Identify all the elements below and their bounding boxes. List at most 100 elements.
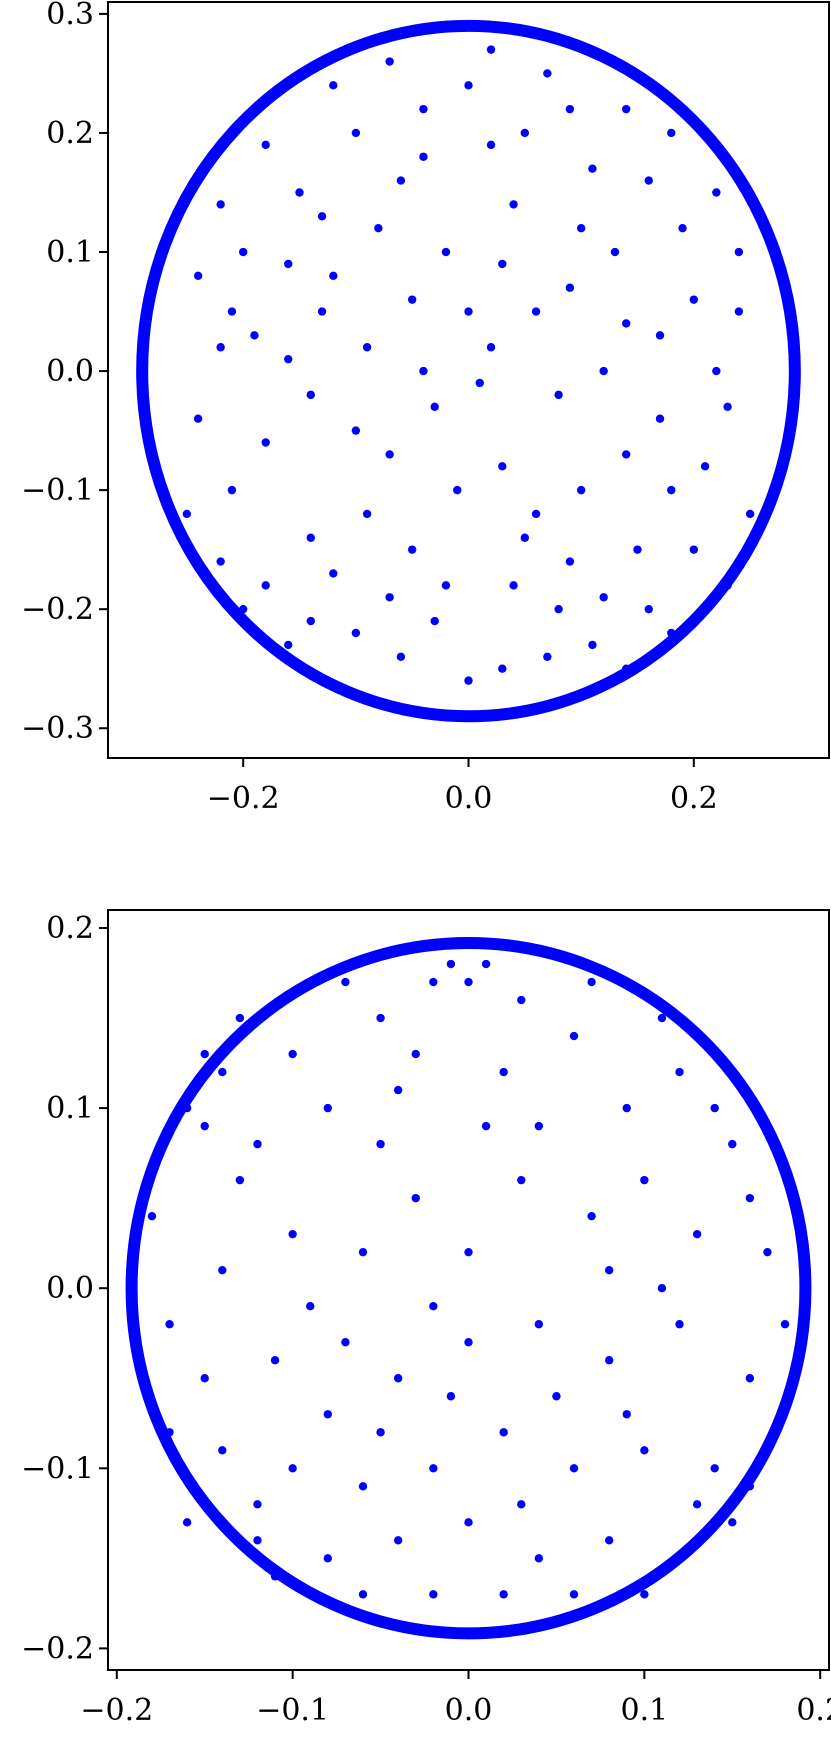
- data-point: [200, 1049, 209, 1059]
- data-point: [604, 1356, 614, 1365]
- data-point: [238, 604, 248, 614]
- data-point: [284, 259, 293, 269]
- data-point: [622, 1103, 631, 1113]
- data-point: [446, 1392, 456, 1401]
- data-point: [710, 1103, 719, 1113]
- data-point: [165, 1428, 174, 1437]
- data-point: [323, 1554, 333, 1563]
- data-point: [411, 1193, 420, 1203]
- data-point: [565, 557, 575, 566]
- data-point: [441, 247, 451, 257]
- data-point: [216, 200, 225, 209]
- y-tick-label: 0.3: [46, 0, 94, 32]
- data-point: [554, 604, 563, 614]
- data-point: [182, 1103, 192, 1113]
- data-point: [689, 295, 699, 304]
- data-point: [288, 1229, 297, 1239]
- data-point: [385, 57, 394, 66]
- data-point: [464, 1338, 473, 1347]
- data-point: [261, 581, 270, 590]
- data-point: [253, 1500, 262, 1509]
- data-point: [745, 1193, 755, 1203]
- y-tick-label: −0.1: [21, 473, 94, 508]
- data-point: [587, 977, 596, 987]
- data-point: [295, 188, 304, 197]
- scatter-panel-top: −0.2 0.0 0.2 −0.3 −0.2 −0.1 0.0 0.1 0.2 0.3: [21, 0, 830, 816]
- data-point: [565, 283, 575, 292]
- data-point: [689, 545, 699, 554]
- data-point: [517, 1175, 526, 1185]
- data-point: [464, 977, 473, 987]
- data-point: [531, 307, 541, 316]
- y-tick-label: 0.1: [46, 235, 94, 270]
- data-point: [543, 652, 552, 662]
- data-point: [745, 1374, 755, 1383]
- data-point: [227, 307, 237, 316]
- data-point: [675, 1554, 684, 1563]
- data-point: [218, 1446, 227, 1455]
- data-point: [692, 1500, 702, 1509]
- data-point: [723, 402, 732, 411]
- data-point: [193, 414, 203, 423]
- x-tick-label: −0.1: [256, 1693, 329, 1728]
- data-point: [499, 1590, 508, 1599]
- data-point: [261, 438, 270, 447]
- data-point: [288, 1049, 297, 1059]
- data-point: [329, 569, 338, 578]
- data-point: [667, 628, 676, 638]
- data-point: [182, 1518, 192, 1527]
- data-point: [385, 593, 394, 602]
- data-point: [341, 977, 350, 987]
- y-tick-label: 0.2: [46, 116, 94, 151]
- scatter-panel-bottom: −0.2 −0.1 0.0 0.1 0.2 −0.2 −0.1 0.0 0.1 0.2: [21, 909, 831, 1728]
- x-tick-label: −0.2: [80, 1693, 153, 1728]
- data-point: [419, 366, 428, 376]
- data-point: [554, 390, 563, 400]
- data-point: [640, 1590, 649, 1599]
- data-point: [640, 1175, 649, 1185]
- data-point: [270, 1356, 280, 1365]
- data-point: [358, 1590, 368, 1599]
- y-tick-label: −0.2: [21, 1631, 94, 1666]
- data-point: [678, 224, 687, 233]
- data-point: [622, 1410, 631, 1419]
- data-point: [464, 81, 473, 90]
- data-point: [351, 426, 361, 435]
- data-point: [622, 450, 631, 459]
- data-point: [253, 1139, 262, 1149]
- data-point: [288, 1464, 297, 1473]
- data-point: [486, 140, 496, 150]
- data-point: [499, 1428, 508, 1437]
- data-point: [306, 1302, 315, 1311]
- data-point: [604, 1536, 614, 1545]
- data-point: [640, 1446, 649, 1455]
- data-point: [182, 509, 192, 519]
- data-point: [200, 1121, 209, 1131]
- data-point: [710, 1464, 719, 1473]
- data-point: [576, 485, 586, 495]
- data-point: [317, 212, 327, 221]
- data-point: [218, 1067, 227, 1077]
- data-point: [481, 959, 491, 969]
- data-point: [728, 1139, 737, 1149]
- data-point: [329, 81, 338, 90]
- data-point: [728, 1518, 737, 1527]
- data-point: [569, 1031, 579, 1041]
- data-point: [520, 533, 530, 542]
- data-point: [253, 1536, 262, 1545]
- data-point: [411, 1049, 420, 1059]
- data-point: [534, 1320, 544, 1329]
- data-point: [712, 188, 721, 197]
- data-point: [407, 295, 417, 304]
- data-point: [763, 1446, 772, 1455]
- data-point: [675, 1067, 684, 1077]
- data-point: [446, 959, 456, 969]
- data-point: [374, 224, 383, 233]
- data-point: [745, 509, 755, 519]
- x-tick-label: 0.2: [670, 781, 718, 816]
- data-point: [419, 104, 428, 114]
- data-point: [284, 354, 293, 364]
- data-point: [216, 557, 225, 566]
- data-point: [657, 1283, 667, 1293]
- data-point: [396, 652, 406, 662]
